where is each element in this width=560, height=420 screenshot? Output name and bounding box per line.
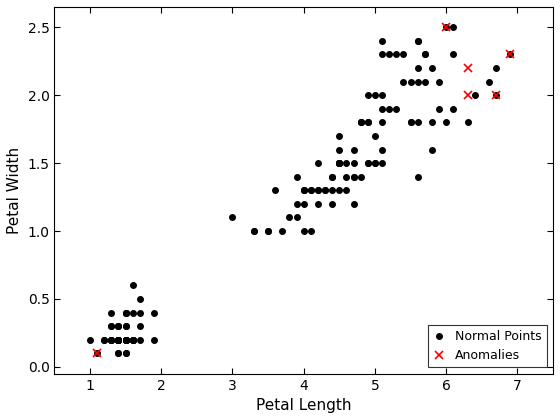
Anomalies: [464, 66, 471, 71]
Anomalies: [464, 93, 471, 98]
Normal Points: [115, 337, 122, 342]
Normal Points: [122, 337, 129, 342]
Normal Points: [137, 337, 143, 342]
Anomalies: [443, 25, 450, 30]
Normal Points: [115, 351, 122, 356]
Normal Points: [108, 337, 115, 342]
Normal Points: [229, 215, 236, 220]
Line: Anomalies: Anomalies: [93, 23, 515, 357]
Y-axis label: Petal Width: Petal Width: [7, 147, 22, 234]
Legend: Normal Points, Anomalies: Normal Points, Anomalies: [428, 325, 547, 368]
Anomalies: [493, 93, 500, 98]
Anomalies: [507, 52, 514, 57]
Normal Points: [122, 351, 129, 356]
Normal Points: [443, 25, 450, 30]
Line: Normal Points: Normal Points: [87, 24, 513, 356]
X-axis label: Petal Length: Petal Length: [256, 398, 352, 413]
Normal Points: [379, 120, 385, 125]
Normal Points: [336, 160, 343, 165]
Anomalies: [94, 351, 100, 356]
